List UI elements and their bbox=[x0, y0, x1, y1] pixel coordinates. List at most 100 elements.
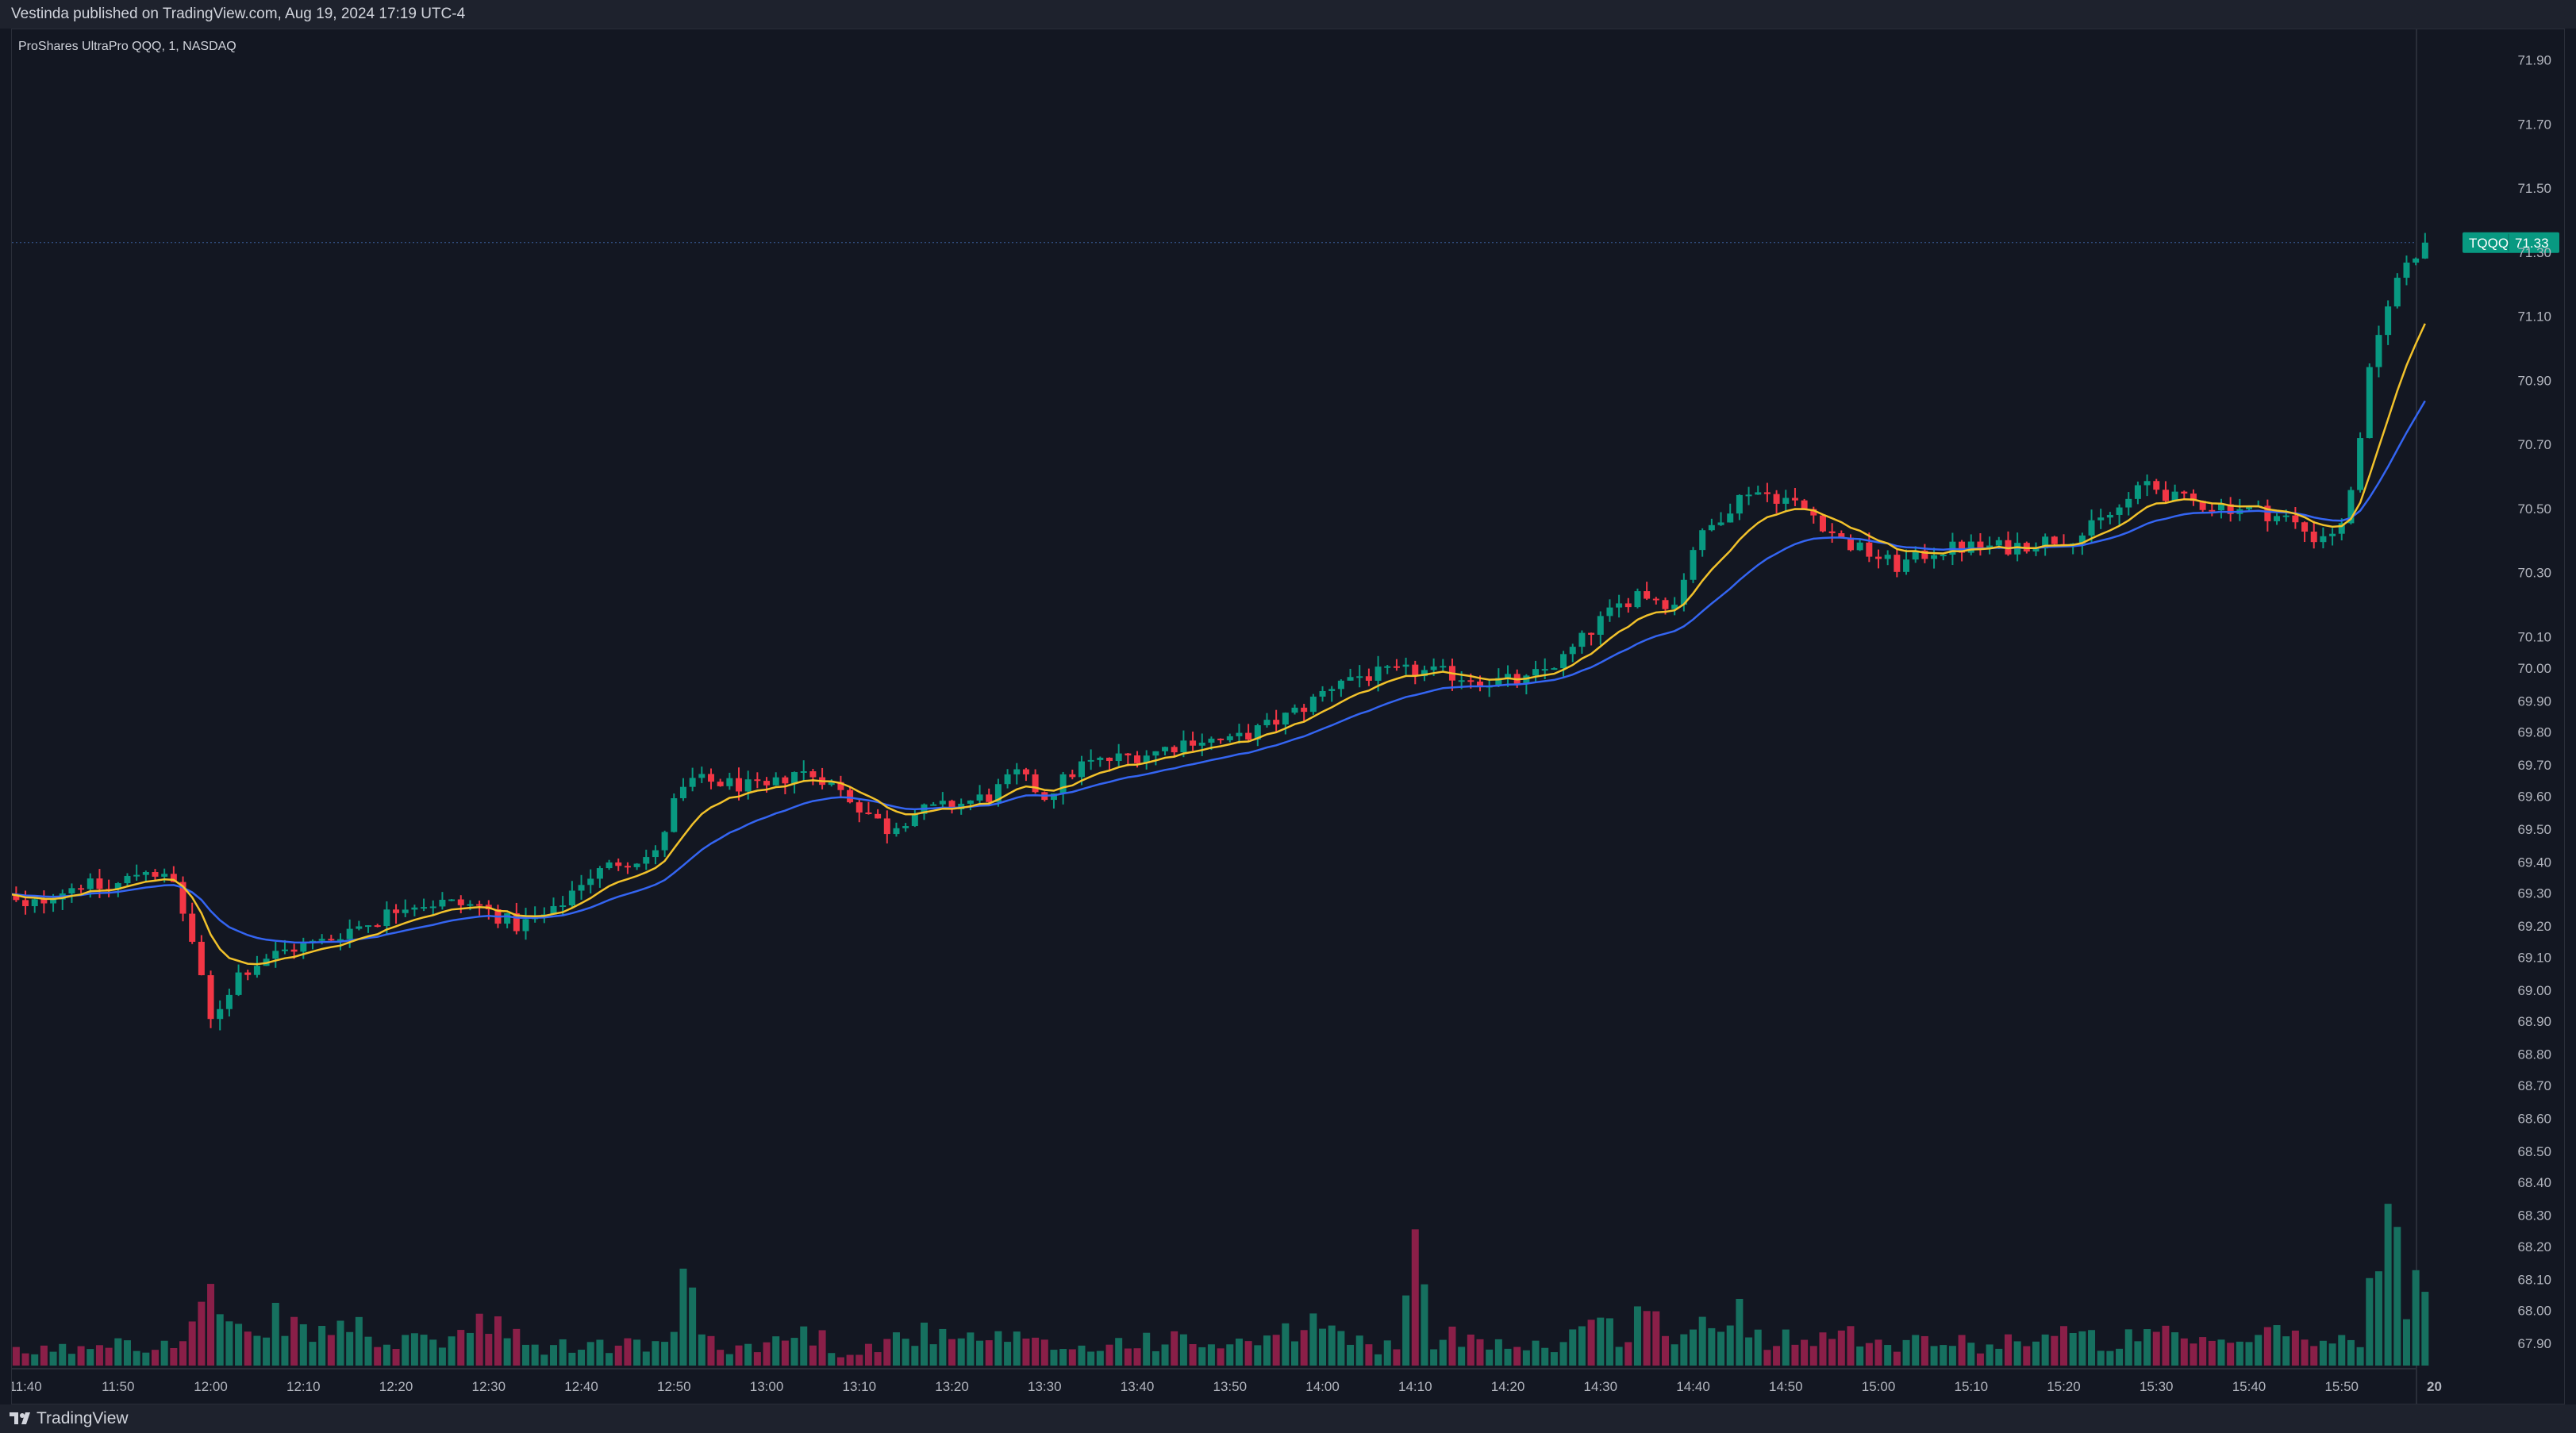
candle-body bbox=[606, 862, 613, 869]
candle bbox=[2042, 533, 2049, 556]
candle-body bbox=[2190, 494, 2197, 501]
candle-body bbox=[467, 904, 474, 906]
candle bbox=[1847, 534, 1854, 551]
volume-bar bbox=[679, 1268, 687, 1366]
volume-bar bbox=[540, 1354, 548, 1366]
volume-bar bbox=[1040, 1339, 1048, 1366]
time-tick-label: 13:40 bbox=[1121, 1379, 1155, 1394]
volume-bar bbox=[475, 1313, 483, 1366]
candle bbox=[726, 772, 733, 790]
candle bbox=[2153, 478, 2160, 494]
volume-bar bbox=[661, 1342, 669, 1366]
candle bbox=[1282, 712, 1289, 735]
candle-body bbox=[1263, 720, 1271, 725]
candle-body bbox=[596, 868, 603, 879]
price-tick-label: 69.40 bbox=[2517, 855, 2551, 870]
volume-bar bbox=[1050, 1350, 1058, 1366]
candle bbox=[736, 767, 743, 801]
candle-body bbox=[847, 789, 854, 803]
tradingview-brand[interactable]: TradingView bbox=[37, 1409, 129, 1427]
candle bbox=[2413, 257, 2420, 266]
volume-bar bbox=[1522, 1350, 1530, 1366]
volume-bar bbox=[521, 1344, 529, 1366]
price-tick-label: 69.80 bbox=[2517, 725, 2551, 740]
candle bbox=[2421, 232, 2428, 259]
candle-body bbox=[411, 907, 418, 910]
volume-bar bbox=[87, 1349, 94, 1366]
price-tick-label: 70.30 bbox=[2517, 566, 2551, 581]
volume-bar bbox=[2374, 1271, 2382, 1366]
candle bbox=[847, 787, 854, 804]
volume-bar bbox=[1143, 1332, 1151, 1366]
candle bbox=[1356, 665, 1363, 688]
volume-bar bbox=[281, 1335, 289, 1366]
candle bbox=[689, 767, 696, 792]
time-tick-label: 14:00 bbox=[1305, 1379, 1340, 1394]
volume-bar bbox=[624, 1338, 632, 1366]
volume-bar bbox=[494, 1316, 502, 1366]
candle-body bbox=[578, 885, 585, 891]
chart-frame[interactable]: TQQQ 71.33 71.90 71.70 71.50 71.30 71.10 70.90… bbox=[11, 29, 2565, 1404]
time-tick-label: 14:20 bbox=[1491, 1379, 1525, 1394]
candle-body bbox=[550, 905, 557, 915]
volume-bar bbox=[911, 1346, 919, 1366]
volume-bar bbox=[2004, 1334, 2012, 1366]
candle bbox=[1309, 693, 1317, 715]
volume-bar bbox=[1171, 1331, 1178, 1366]
candlestick-chart[interactable]: TQQQ 71.33 71.90 71.70 71.50 71.30 71.10 70.90… bbox=[12, 29, 2564, 1404]
candle-body bbox=[1254, 724, 1261, 740]
candle bbox=[1032, 769, 1039, 794]
candle-body bbox=[2227, 504, 2234, 514]
volume-bar bbox=[402, 1335, 409, 1366]
volume-bar bbox=[985, 1340, 993, 1366]
volume-bar bbox=[578, 1350, 586, 1366]
candle bbox=[244, 970, 252, 981]
volume-bar bbox=[457, 1330, 465, 1366]
volume-bar bbox=[1671, 1344, 1678, 1366]
volume-bar bbox=[151, 1350, 159, 1366]
candle-body bbox=[1523, 675, 1530, 684]
time-tick-label: 11:40 bbox=[12, 1379, 42, 1394]
candle bbox=[2088, 509, 2095, 543]
candle-body bbox=[559, 905, 567, 908]
volume-bar bbox=[1068, 1349, 1076, 1366]
volume-bar bbox=[2273, 1325, 2281, 1366]
candle-body bbox=[1662, 600, 1669, 609]
candle bbox=[1763, 482, 1771, 502]
candle-body bbox=[439, 899, 446, 907]
volume-bar bbox=[2051, 1335, 2059, 1366]
candle bbox=[633, 862, 640, 870]
candle bbox=[411, 905, 418, 916]
candle-body bbox=[1143, 755, 1150, 763]
volume-bar bbox=[1254, 1345, 1262, 1366]
candle-body bbox=[809, 771, 817, 778]
candle-body bbox=[2329, 533, 2336, 536]
candle-body bbox=[1977, 541, 1984, 548]
price-tick-label: 68.80 bbox=[2517, 1047, 2551, 1062]
candle bbox=[1773, 490, 1780, 513]
volume-bar bbox=[1087, 1351, 1095, 1366]
volume-bar bbox=[2282, 1336, 2290, 1366]
candle-body bbox=[671, 797, 678, 832]
candle-body bbox=[402, 909, 409, 913]
candle bbox=[40, 890, 48, 914]
volume-bar bbox=[753, 1352, 761, 1366]
candle bbox=[1986, 536, 1994, 555]
candle-body bbox=[744, 779, 752, 792]
candle-body bbox=[161, 874, 168, 877]
candle bbox=[198, 935, 205, 976]
volume-bar bbox=[1402, 1295, 1410, 1366]
candle bbox=[2217, 498, 2224, 519]
candle bbox=[587, 869, 594, 893]
volume-bar bbox=[1124, 1348, 1132, 1366]
moving-averages bbox=[12, 323, 2426, 966]
candle-body bbox=[2088, 520, 2095, 536]
price-tick-label: 71.30 bbox=[2517, 245, 2551, 260]
volume-bar bbox=[1745, 1337, 1753, 1366]
candle bbox=[2264, 499, 2271, 532]
candle-body bbox=[1032, 774, 1039, 793]
candle bbox=[939, 792, 946, 809]
volume-bar bbox=[448, 1336, 456, 1366]
time-tick-label: 15:30 bbox=[2140, 1379, 2174, 1394]
volume-bar bbox=[1078, 1345, 1086, 1366]
